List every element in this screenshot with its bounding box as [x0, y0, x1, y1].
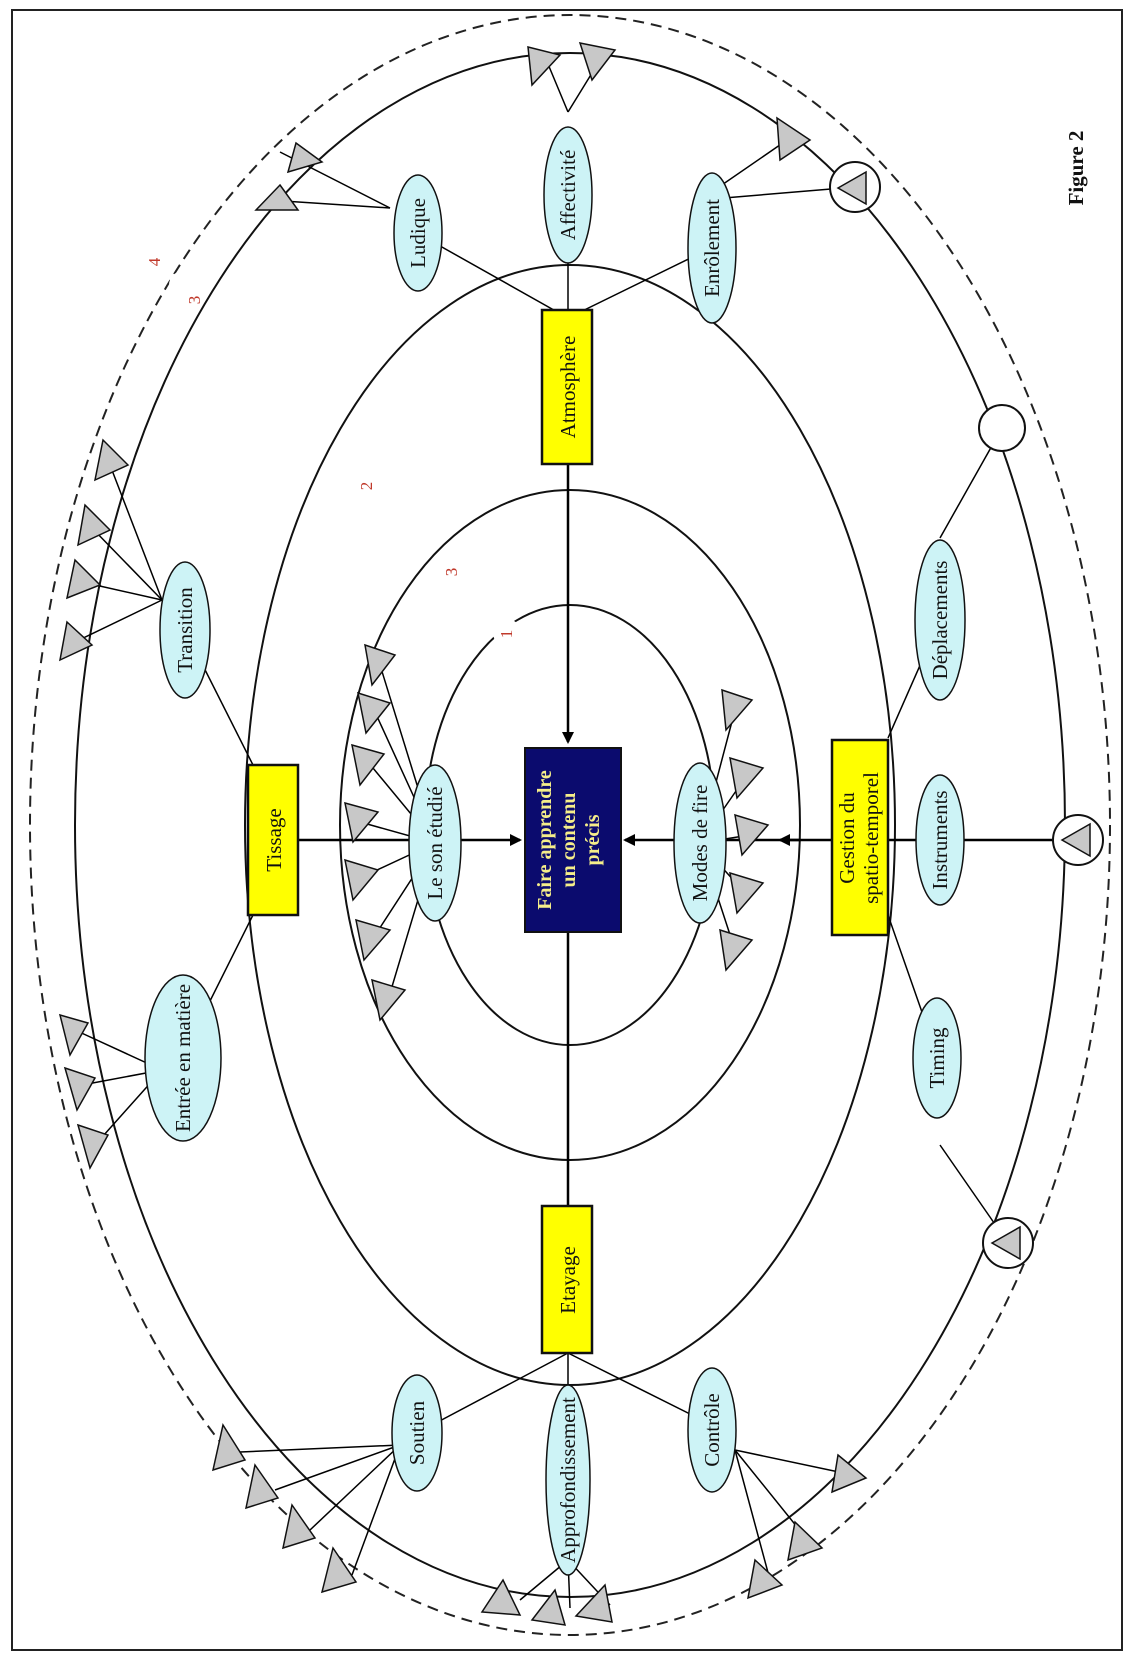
triangle-icon [245, 1463, 280, 1510]
gap [353, 473, 381, 501]
outer-dashed-ellipse [29, 14, 1111, 1636]
triangle-icon [93, 438, 130, 482]
node-affectivite [543, 126, 593, 264]
box-etayage [540, 1204, 594, 1355]
triangle-icon [344, 801, 380, 844]
label-ludique: Ludique [406, 198, 430, 268]
node-approfondissement [545, 1384, 591, 1576]
figure-label: Figure 2 [1064, 131, 1088, 206]
triangle-icon [282, 1503, 317, 1550]
level-number-2: 2 [357, 482, 376, 491]
label-entree-en-matiere: Entrée en matière [171, 984, 195, 1132]
triangle-icon [480, 1578, 522, 1616]
label-tissage: Tissage [262, 808, 286, 871]
triangle-icon [58, 620, 94, 662]
triangle-icon [578, 42, 617, 82]
label-soutien: Soutien [405, 1400, 429, 1465]
center-box [524, 747, 622, 933]
page-frame [11, 9, 1123, 1651]
node-deplacements [914, 539, 966, 701]
circle-node-icon [978, 404, 1026, 452]
triangle-icon [787, 1520, 824, 1562]
triangle-icon [574, 1583, 613, 1623]
label-le-son-etudie: Le son étudié [423, 786, 447, 899]
box-gestion [830, 738, 890, 937]
label-timing: Timing [925, 1027, 949, 1089]
triangle-icon [776, 116, 812, 162]
label-gestion-line-1: Gestion du [835, 792, 859, 884]
triangle-icon [527, 46, 562, 87]
level-number-3-outer: 3 [185, 296, 204, 305]
node-enrolement [687, 172, 737, 324]
triangle-icon [990, 1225, 1021, 1261]
triangle-icon [719, 928, 754, 972]
node-le-son-etudie [408, 764, 462, 922]
node-soutien [391, 1374, 443, 1492]
center-label-line-2: un contenu [558, 792, 580, 887]
label-gestion-line-2: spatio-temporel [859, 772, 883, 904]
triangle-icon [1060, 822, 1091, 858]
triangle-icon [211, 1423, 247, 1472]
node-timing [912, 997, 962, 1119]
label-instruments: Instruments [928, 790, 952, 889]
label-transition: Transition [173, 587, 197, 673]
label-etayage: Etayage [556, 1246, 580, 1314]
triangle-icon [286, 141, 324, 174]
label-controle: Contrôle [700, 1393, 724, 1467]
gap [169, 271, 197, 299]
gap [439, 558, 467, 586]
triangle-icon [76, 1123, 110, 1170]
ring-2 [339, 489, 801, 1161]
node-modes-de-fire [673, 762, 727, 924]
level-number-3-inner: 3 [442, 568, 461, 577]
outer-nodes [829, 161, 1104, 1269]
triangle-icon [344, 858, 380, 902]
triangle-icon [77, 503, 112, 547]
triangle-icon [357, 691, 392, 735]
triangle-icon [747, 1558, 784, 1600]
gap [493, 619, 521, 647]
node-entree-en-matiere [144, 974, 222, 1142]
center-label-line-1: Faire apprendre [534, 770, 556, 910]
level-number-1: 1 [497, 630, 516, 639]
center-label-line-3: précis [582, 814, 604, 865]
triangle-icon [351, 743, 386, 787]
box-atmosphere [540, 308, 594, 466]
triangle-icon [254, 183, 300, 211]
triangle-icon [729, 756, 765, 800]
level-number-4: 4 [145, 257, 164, 266]
triangle-icon [836, 170, 867, 206]
triangle-icon [371, 978, 407, 1022]
triangle-icon [831, 1453, 868, 1494]
triangle-icon [65, 558, 102, 600]
node-instruments [915, 774, 965, 906]
triangle-icon [729, 871, 765, 915]
triangle-icon [721, 688, 754, 732]
triangle-icon [734, 813, 770, 857]
triangle-icon [530, 1588, 567, 1626]
triangle-icon [355, 918, 392, 962]
label-deplacements: Déplacements [928, 561, 952, 680]
label-modes-de-fire: Modes de fire [688, 785, 712, 902]
triangle-icon [364, 643, 397, 687]
label-enrolement: Enrôlement [700, 199, 724, 297]
node-ludique [393, 174, 443, 292]
node-transition [159, 561, 211, 699]
triangle-group [58, 42, 868, 1626]
node-controle [687, 1367, 737, 1493]
triangle-icon [63, 1066, 97, 1112]
label-approfondissement: Approfondissement [556, 1397, 580, 1563]
triangle-icon [58, 1013, 90, 1058]
box-tissage [246, 763, 300, 917]
label-atmosphere: Atmosphère [556, 336, 580, 439]
label-affectivite: Affectivité [556, 150, 580, 241]
triangle-icon [320, 1546, 358, 1594]
